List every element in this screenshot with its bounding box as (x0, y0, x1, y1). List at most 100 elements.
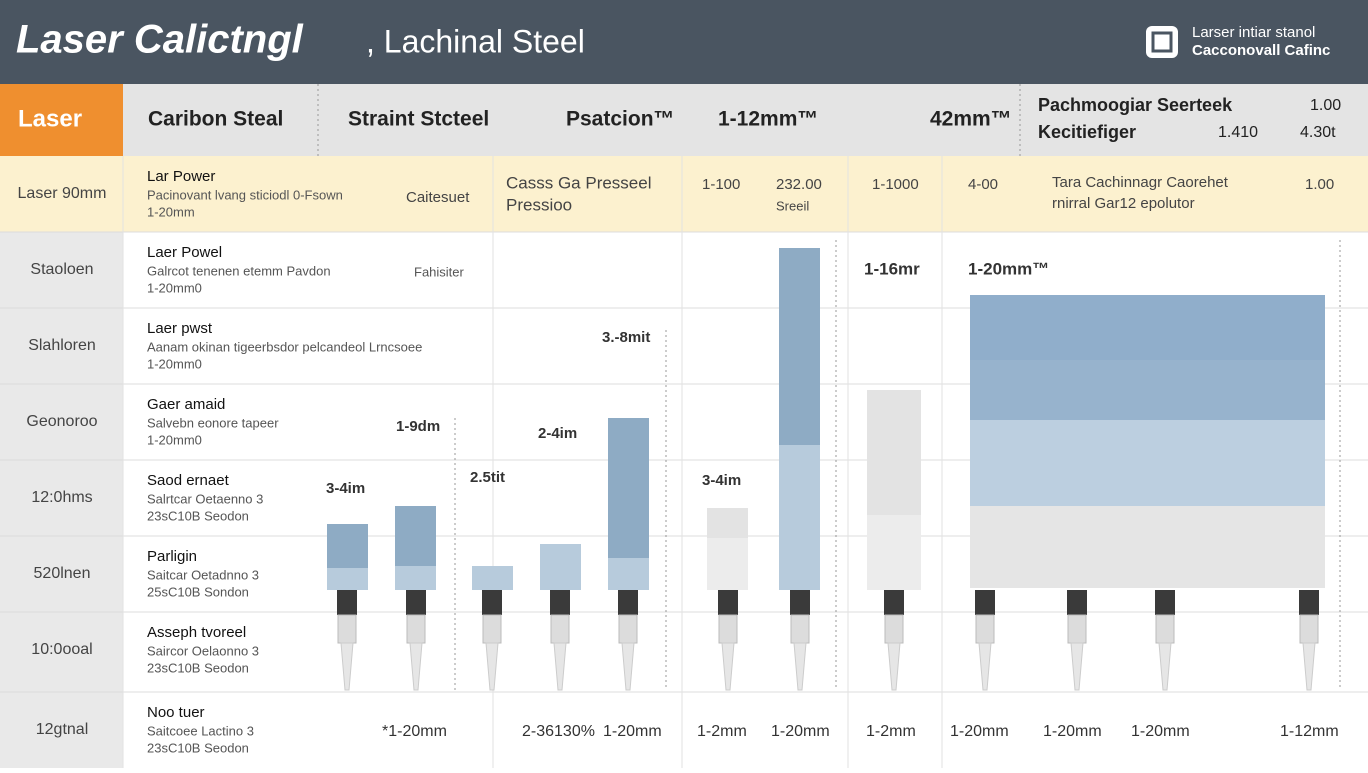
column-header: Pachmoogiar Seerteek (1038, 95, 1233, 115)
bottom-label: 1-20mm (950, 723, 1009, 740)
nozzle-tip (790, 614, 810, 644)
bar (608, 418, 649, 558)
nozzle-point (409, 642, 423, 691)
bar (779, 248, 820, 445)
annotation: 3.-8mit (602, 329, 650, 346)
row-label: Geonoroo (26, 413, 97, 430)
row-desc: 23sC10B Seodon (147, 660, 249, 675)
header-orange-cell (0, 84, 123, 156)
row-title: Gaer amaid (147, 396, 225, 413)
nozzle-point (1302, 642, 1316, 691)
column-header: 1-12mm™ (718, 108, 818, 131)
brand-icon-inner (1151, 31, 1173, 53)
bar (970, 506, 1325, 588)
row-desc: Aanam okinan tigeerbsdor pelcandeol Lrnc… (147, 339, 422, 354)
brand-text: Cacconovall Cafinc (1192, 42, 1330, 59)
bar (327, 568, 368, 590)
nozzle-tip (1067, 614, 1087, 644)
cell-text: rnirral Gar12 epolutor (1052, 195, 1195, 212)
row-label: 520lnen (34, 565, 91, 582)
title: Laser Calictngl (16, 18, 304, 62)
column-header: 42mm™ (930, 108, 1012, 131)
bar (970, 360, 1325, 420)
row-title: Noo tuer (147, 704, 205, 721)
nozzle-point (721, 642, 735, 691)
column-header: 1.410 (1218, 124, 1258, 141)
bottom-label: 1-20mm (1131, 723, 1190, 740)
cell-text: Sreeil (776, 198, 809, 213)
row-desc: 1-20mm0 (147, 432, 202, 447)
nozzle-body (884, 590, 904, 615)
row-desc: 25sC10B Sondon (147, 584, 249, 599)
cell-text: 1-100 (702, 176, 740, 193)
bottom-label: *1-20mm (382, 723, 447, 740)
cell-text: 1-1000 (872, 176, 919, 193)
row-desc: 23sC10B Seodon (147, 508, 249, 523)
nozzle-body (718, 590, 738, 615)
nozzle-tip (718, 614, 738, 644)
nozzle-body (550, 590, 570, 615)
annotation: 3-4im (702, 472, 741, 489)
nozzle-body (1299, 590, 1319, 615)
bottom-label: 1-2mm (697, 723, 747, 740)
cell-text: Casss Ga Presseel (506, 173, 652, 192)
nozzle-tip (884, 614, 904, 644)
annotation: 1-9dm (396, 418, 440, 435)
cell-text: Fahisiter (414, 264, 465, 279)
nozzle-body (482, 590, 502, 615)
column-header: 4.30t (1300, 124, 1336, 141)
bar (327, 524, 368, 568)
cell-text: Pressioo (506, 195, 572, 214)
bar (970, 420, 1325, 506)
nozzle-tip (550, 614, 570, 644)
nozzle-body (1155, 590, 1175, 615)
cell-text: Tara Cachinnagr Caorehet (1052, 174, 1229, 191)
row-label: 12gtnal (36, 721, 89, 738)
bar (395, 566, 436, 590)
nozzle-point (887, 642, 901, 691)
bar (472, 566, 513, 590)
row-desc: 1-20mm (147, 204, 195, 219)
nozzle-point (340, 642, 354, 691)
annotation: 3-4im (326, 480, 365, 497)
bar (540, 544, 581, 590)
brand-text: Larser intiar stanol (1192, 24, 1315, 41)
nozzle-tip (1155, 614, 1175, 644)
nozzle-point (485, 642, 499, 691)
column-header: 1.00 (1310, 97, 1341, 114)
nozzle-body (790, 590, 810, 615)
row-title: Asseph tvoreel (147, 624, 246, 641)
row-desc: Salvebn eonore tapeer (147, 415, 279, 430)
row-desc: Saitcar Oetadnno 3 (147, 567, 259, 582)
nozzle-tip (1299, 614, 1319, 644)
left-column-bg (0, 232, 123, 768)
bar (867, 390, 921, 515)
nozzle-body (618, 590, 638, 615)
nozzle-point (1158, 642, 1172, 691)
column-header: Psatcion™ (566, 108, 675, 131)
column-header: Caribon Steal (148, 108, 283, 131)
row-desc: 1-20mm0 (147, 280, 202, 295)
nozzle-tip (482, 614, 502, 644)
row-desc: 23sC10B Seodon (147, 740, 249, 755)
cell-text: 232.00 (776, 176, 822, 193)
row-desc: Galrcot tenenen etemm Pavdon (147, 263, 331, 278)
row-label: 10:0ooal (31, 641, 92, 658)
cell-text: Caitesuet (406, 189, 470, 206)
nozzle-point (978, 642, 992, 691)
nozzle-tip (406, 614, 426, 644)
nozzle-tip (337, 614, 357, 644)
bottom-label: 1-2mm (866, 723, 916, 740)
row-desc: Saitcoee Lactino 3 (147, 723, 254, 738)
row-desc: Pacinovant lvang sticiodl 0-Fsown (147, 187, 343, 202)
nozzle-point (1070, 642, 1084, 691)
nozzle-tip (975, 614, 995, 644)
subtitle: , Lachinal Steel (366, 23, 585, 59)
bottom-label: 2-36130% (522, 723, 595, 740)
nozzle-body (406, 590, 426, 615)
row-desc: Saircor Oelaonno 3 (147, 643, 259, 658)
bottom-label: 1-20mm (1043, 723, 1102, 740)
row-label: Staoloen (30, 261, 93, 278)
annotation: 1-20mm™ (968, 259, 1049, 278)
